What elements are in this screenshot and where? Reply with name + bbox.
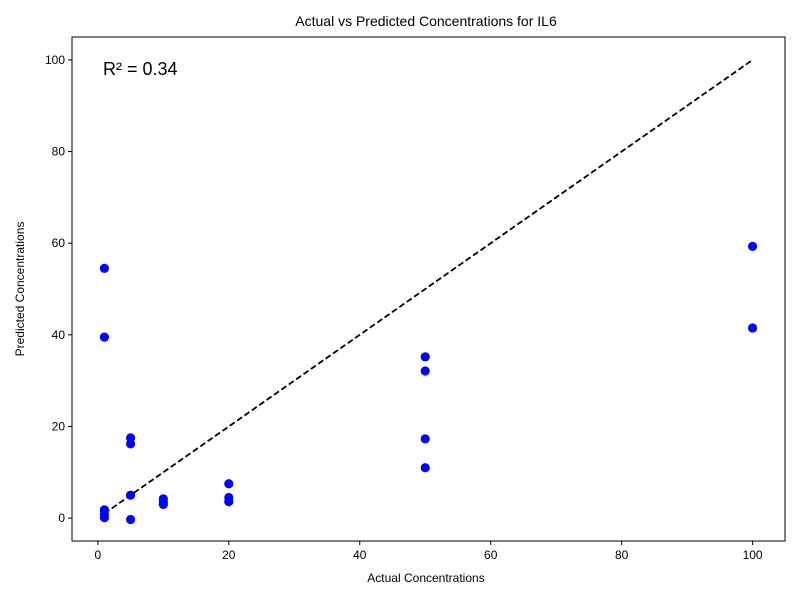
data-point	[420, 366, 430, 376]
plot-area	[99, 59, 758, 525]
y-axis-label: Predicted Concentrations	[13, 222, 27, 357]
y-axis-ticks: 0 20 40 60 80 100	[45, 53, 72, 525]
x-tick-label: 100	[743, 548, 763, 562]
y-tick-label: 0	[58, 511, 65, 525]
data-point	[125, 514, 136, 525]
x-axis-label: Actual Concentrations	[367, 571, 484, 585]
x-tick-label: 60	[484, 548, 498, 562]
r-squared-annotation: R² = 0.34	[103, 59, 178, 79]
data-point	[747, 241, 758, 251]
data-point	[420, 352, 430, 362]
y-tick-label: 20	[52, 419, 66, 433]
x-axis-ticks: 0 20 40 60 80 100	[95, 541, 763, 562]
y-tick-label: 60	[52, 236, 66, 250]
y-tick-label: 80	[52, 145, 66, 159]
data-point	[158, 499, 168, 509]
data-point	[420, 434, 430, 444]
data-point	[125, 439, 136, 449]
axes-frame	[71, 36, 786, 542]
data-point	[99, 332, 110, 342]
x-tick-label: 0	[95, 548, 102, 562]
data-point	[224, 496, 234, 507]
data-point	[99, 513, 110, 523]
y-tick-label: 40	[52, 328, 66, 342]
x-tick-label: 20	[222, 548, 236, 562]
reference-line	[103, 59, 754, 515]
data-point	[224, 479, 234, 489]
data-point	[420, 463, 430, 473]
y-tick-label: 100	[45, 53, 65, 67]
x-tick-label: 40	[353, 548, 367, 562]
data-point	[99, 263, 110, 273]
x-tick-label: 80	[615, 548, 629, 562]
data-point	[125, 490, 136, 500]
chart-title: Actual vs Predicted Concentrations for I…	[295, 13, 557, 29]
data-point	[747, 323, 758, 333]
